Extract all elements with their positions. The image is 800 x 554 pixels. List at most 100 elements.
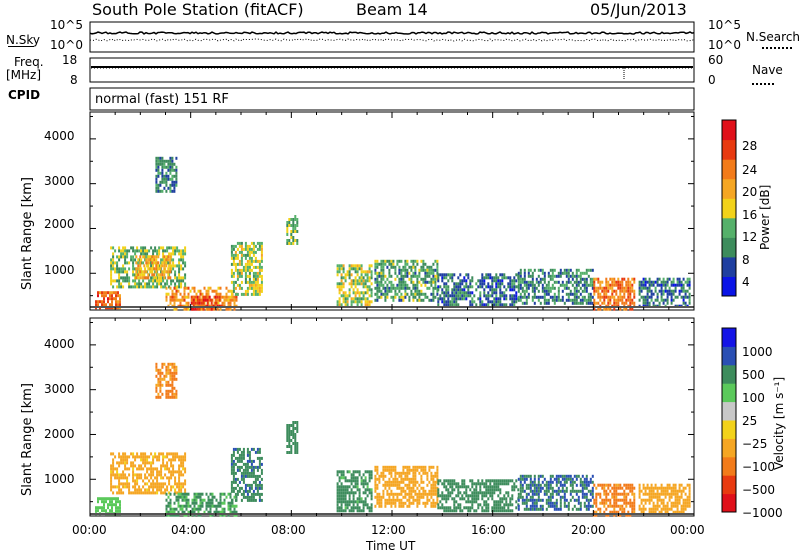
echo-cell [158, 279, 161, 283]
echo-cell [527, 274, 530, 278]
echo-cell [374, 489, 377, 493]
echo-cell [579, 477, 582, 481]
echo-cell [376, 501, 379, 505]
echo-cell [185, 492, 188, 496]
echo-cell [420, 486, 423, 490]
echo-cell [178, 258, 181, 262]
echo-cell [238, 453, 241, 457]
echo-cell [116, 467, 119, 471]
echo-cell [182, 249, 185, 253]
echo-cell [180, 252, 183, 256]
echo-cell [585, 283, 588, 287]
echo-cell [221, 295, 224, 299]
noise-sky-line [89, 31, 695, 35]
echo-cell [613, 495, 616, 499]
echo-cell [426, 286, 429, 290]
echo-cell [587, 301, 590, 305]
echo-cell [166, 282, 169, 286]
echo-cell [182, 255, 185, 259]
echo-cell [499, 282, 502, 286]
power-cb-tick-12: 12 [742, 230, 758, 244]
echo-cell [362, 297, 365, 301]
echo-cell [621, 492, 624, 496]
echo-cell [676, 504, 679, 508]
echo-cell [567, 474, 570, 478]
echo-cell [211, 504, 214, 508]
echo-cell [248, 247, 251, 251]
echo-cell [153, 255, 156, 259]
echo-cell [485, 285, 488, 289]
echo-cell [605, 307, 608, 311]
echo-cell [533, 501, 536, 505]
echo-cell [461, 291, 464, 295]
echo-cell [432, 465, 435, 469]
echo-cell [219, 492, 222, 496]
echo-cell [601, 498, 604, 502]
echo-cell [473, 482, 476, 486]
echo-cell [485, 500, 488, 504]
echo-cell [178, 482, 181, 486]
echo-cell [656, 492, 659, 496]
echo-cell [575, 498, 578, 502]
echo-cell [517, 280, 520, 284]
echo-cell [680, 492, 683, 496]
echo-cell [499, 509, 502, 513]
echo-cell [240, 244, 243, 248]
echo-cell [120, 482, 123, 486]
echo-cell [252, 498, 255, 502]
echo-cell [358, 297, 361, 301]
echo-cell [684, 492, 687, 496]
echo-cell [392, 259, 395, 263]
echo-cell [668, 483, 671, 487]
echo-cell [156, 470, 159, 474]
echo-cell [157, 168, 160, 172]
echo-cell [195, 501, 198, 505]
echo-cell [168, 261, 171, 265]
echo-cell [132, 452, 135, 456]
echo-cell [638, 492, 641, 496]
echo-cell [605, 277, 608, 281]
echo-cell [167, 292, 170, 296]
echo-cell [296, 427, 299, 430]
echo-cell [437, 288, 440, 292]
echo-cell [451, 297, 454, 301]
echo-cell [207, 498, 210, 502]
echo-cell [166, 476, 169, 480]
echo-cell [394, 268, 397, 272]
echo-cell [126, 279, 129, 283]
echo-cell [152, 482, 155, 486]
echo-cell [549, 274, 552, 278]
echo-cell [609, 498, 612, 502]
echo-cell [479, 297, 482, 301]
echo-cell [230, 289, 233, 293]
echo-cell [288, 427, 291, 430]
echo-cell [350, 264, 353, 268]
echo-cell [116, 267, 119, 271]
echo-cell [356, 503, 359, 507]
echo-cell [617, 492, 620, 496]
echo-cell [233, 298, 236, 302]
echo-cell [404, 283, 407, 287]
echo-cell [633, 277, 636, 281]
echo-cell [392, 298, 395, 302]
echo-cell [232, 480, 235, 484]
echo-cell [148, 467, 151, 471]
echo-cell [113, 291, 115, 295]
echo-cell [471, 479, 474, 483]
echo-cell [664, 486, 667, 490]
echo-cell [573, 295, 576, 299]
echo-cell [539, 507, 542, 511]
echo-cell [122, 249, 125, 253]
echo-cell [169, 513, 172, 517]
echo-cell [408, 489, 411, 493]
echo-cell [348, 273, 351, 277]
echo-cell [252, 459, 255, 463]
echo-cell [148, 488, 151, 492]
echo-cell [623, 292, 626, 296]
echo-cell [118, 491, 121, 495]
echo-cell [183, 498, 186, 502]
echo-cell [342, 494, 345, 498]
echo-cell [481, 509, 484, 513]
echo-cell [625, 298, 628, 302]
echo-cell [223, 298, 226, 302]
